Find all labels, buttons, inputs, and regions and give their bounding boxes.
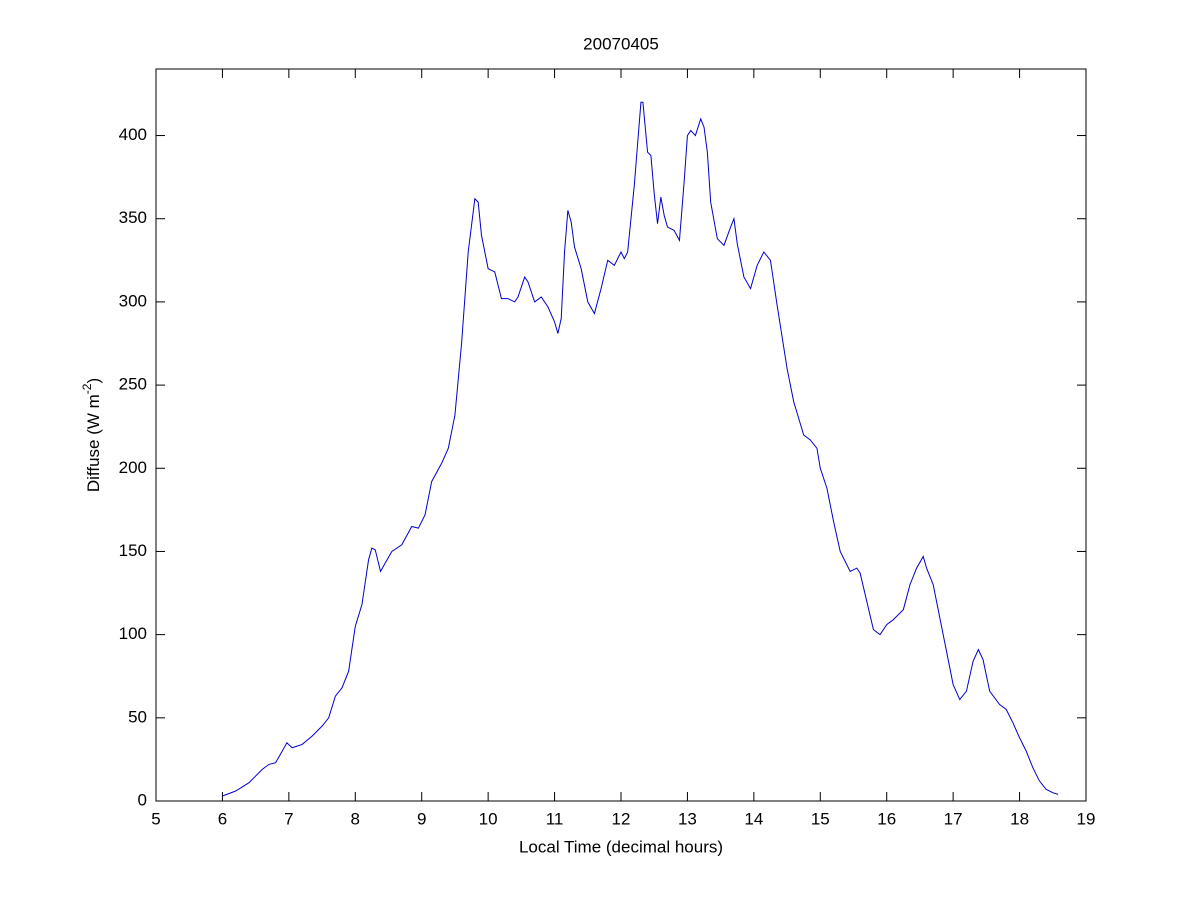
y-axis-label-sup: -2 (80, 383, 94, 394)
y-axis-label-text: Diffuse (W m (84, 394, 103, 492)
y-tick-label: 200 (119, 458, 147, 477)
y-tick-label: 0 (138, 790, 147, 809)
x-tick-label: 8 (351, 809, 360, 828)
x-tick-label: 10 (479, 809, 498, 828)
y-axis-label-after: ) (84, 378, 103, 384)
data-line (222, 101, 1059, 797)
x-tick-label: 5 (151, 809, 160, 828)
x-tick-label: 11 (546, 809, 564, 828)
x-tick-label: 14 (744, 809, 763, 828)
x-tick-label: 9 (417, 809, 426, 828)
x-tick-label: 18 (1010, 809, 1029, 828)
x-tick-label: 6 (218, 809, 227, 828)
y-tick-label: 150 (119, 541, 147, 560)
y-tick-label: 400 (119, 125, 147, 144)
x-tick-label: 15 (811, 809, 830, 828)
x-tick-label: 17 (944, 809, 963, 828)
y-tick-label: 350 (119, 208, 147, 227)
y-axis-label: Diffuse (W m-2) (80, 378, 103, 492)
x-tick-label: 16 (877, 809, 896, 828)
y-tick-label: 50 (128, 707, 147, 726)
x-tick-label: 7 (284, 809, 293, 828)
x-tick-label: 19 (1077, 809, 1096, 828)
x-axis-label: Local Time (decimal hours) (519, 837, 723, 856)
y-tick-label: 100 (119, 624, 147, 643)
x-tick-label: 12 (612, 809, 631, 828)
x-tick-label: 13 (678, 809, 697, 828)
y-tick-label: 250 (119, 375, 147, 394)
y-tick-label: 300 (119, 291, 147, 310)
chart-title: 20070405 (583, 34, 659, 53)
